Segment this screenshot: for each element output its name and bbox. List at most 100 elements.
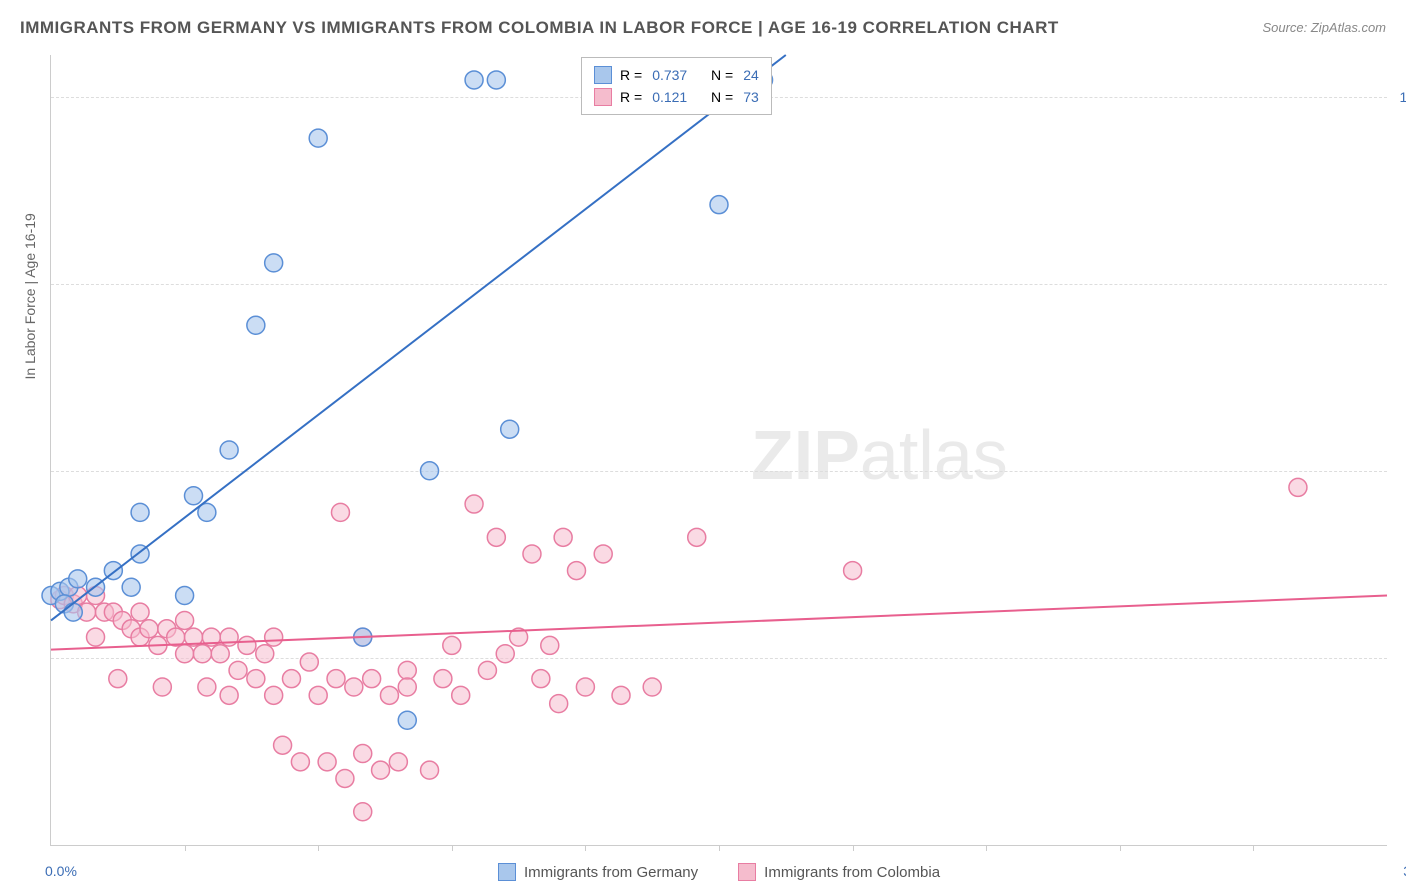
x-tick	[986, 845, 987, 851]
data-point	[238, 636, 256, 654]
data-point	[309, 686, 327, 704]
data-point	[193, 645, 211, 663]
legend-swatch-germany-b	[498, 863, 516, 881]
data-point	[122, 578, 140, 596]
data-point	[465, 71, 483, 89]
data-point	[443, 636, 461, 654]
data-point	[434, 670, 452, 688]
x-tick	[185, 845, 186, 851]
data-point	[318, 753, 336, 771]
data-point	[198, 678, 216, 696]
data-point	[131, 603, 149, 621]
legend-n-colombia: 73	[743, 89, 759, 105]
data-point	[265, 686, 283, 704]
trend-line	[51, 55, 786, 620]
legend-label-colombia: Immigrants from Colombia	[764, 864, 940, 881]
data-point	[336, 769, 354, 787]
data-point	[576, 678, 594, 696]
legend-r-germany: 0.737	[652, 67, 687, 83]
data-point	[64, 603, 82, 621]
data-point	[501, 420, 519, 438]
x-tick	[1253, 845, 1254, 851]
data-point	[131, 503, 149, 521]
data-point	[363, 670, 381, 688]
data-point	[532, 670, 550, 688]
x-tick	[585, 845, 586, 851]
legend-n-label: N =	[711, 89, 733, 105]
data-point	[176, 587, 194, 605]
data-point	[594, 545, 612, 563]
data-point	[1289, 478, 1307, 496]
data-point	[452, 686, 470, 704]
x-tick	[452, 845, 453, 851]
data-point	[380, 686, 398, 704]
legend-row-germany: R = 0.737 N = 24	[594, 64, 759, 86]
data-point	[398, 678, 416, 696]
data-point	[421, 761, 439, 779]
data-point	[211, 645, 229, 663]
data-point	[140, 620, 158, 638]
data-point	[176, 611, 194, 629]
data-point	[282, 670, 300, 688]
x-tick-label: 0.0%	[45, 863, 77, 879]
legend-item-germany: Immigrants from Germany	[498, 863, 698, 881]
data-point	[274, 736, 292, 754]
trend-line	[51, 596, 1387, 650]
data-point	[291, 753, 309, 771]
data-point	[153, 678, 171, 696]
data-point	[398, 661, 416, 679]
x-tick	[719, 845, 720, 851]
data-point	[612, 686, 630, 704]
data-point	[331, 503, 349, 521]
data-point	[688, 528, 706, 546]
data-point	[185, 487, 203, 505]
data-point	[421, 462, 439, 480]
data-point	[554, 528, 572, 546]
series-legend: Immigrants from Germany Immigrants from …	[51, 863, 1387, 881]
source-credit: Source: ZipAtlas.com	[1262, 20, 1386, 35]
data-point	[220, 686, 238, 704]
data-point	[523, 545, 541, 563]
legend-r-label: R =	[620, 67, 642, 83]
legend-r-colombia: 0.121	[652, 89, 687, 105]
legend-n-germany: 24	[743, 67, 759, 83]
legend-swatch-germany	[594, 66, 612, 84]
x-tick	[853, 845, 854, 851]
data-point	[247, 670, 265, 688]
data-point	[478, 661, 496, 679]
data-point	[372, 761, 390, 779]
data-point	[220, 441, 238, 459]
data-point	[247, 316, 265, 334]
legend-n-label: N =	[711, 67, 733, 83]
data-point	[844, 562, 862, 580]
y-axis-title: In Labor Force | Age 16-19	[22, 213, 38, 379]
data-point	[487, 71, 505, 89]
data-point	[265, 628, 283, 646]
data-point	[567, 562, 585, 580]
data-point	[354, 745, 372, 763]
data-point	[229, 661, 247, 679]
correlation-legend: R = 0.737 N = 24 R = 0.121 N = 73	[581, 57, 772, 115]
data-point	[176, 645, 194, 663]
data-point	[710, 196, 728, 214]
legend-item-colombia: Immigrants from Colombia	[738, 863, 940, 881]
legend-row-colombia: R = 0.121 N = 73	[594, 86, 759, 108]
y-tick-label: 100.0%	[1400, 89, 1406, 105]
data-point	[256, 645, 274, 663]
data-point	[354, 803, 372, 821]
data-point	[496, 645, 514, 663]
legend-swatch-colombia-b	[738, 863, 756, 881]
legend-label-germany: Immigrants from Germany	[524, 864, 698, 881]
legend-r-label: R =	[620, 89, 642, 105]
data-point	[398, 711, 416, 729]
data-point	[487, 528, 505, 546]
x-tick	[1120, 845, 1121, 851]
data-point	[541, 636, 559, 654]
data-point	[389, 753, 407, 771]
data-point	[550, 695, 568, 713]
chart-title: IMMIGRANTS FROM GERMANY VS IMMIGRANTS FR…	[20, 18, 1059, 38]
data-point	[309, 129, 327, 147]
legend-swatch-colombia	[594, 88, 612, 106]
chart-plot-area: ZIPatlas R = 0.737 N = 24 R = 0.121 N = …	[50, 55, 1387, 846]
data-point	[327, 670, 345, 688]
